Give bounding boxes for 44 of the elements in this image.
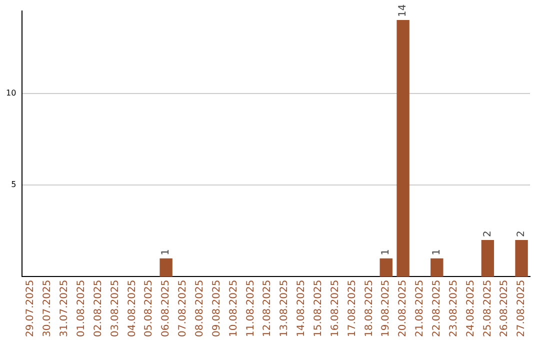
y-tick-label: 10 — [6, 88, 16, 98]
x-tick-label: 30.07.2025 — [42, 280, 54, 338]
x-tick-label: 19.08.2025 — [380, 280, 392, 338]
data-label: 14 — [398, 4, 409, 17]
bar — [160, 258, 172, 277]
x-tick-label: 29.07.2025 — [25, 280, 36, 338]
x-tick-label: 15.08.2025 — [313, 280, 324, 338]
x-tick-label: 05.08.2025 — [144, 280, 155, 338]
x-tick-label: 24.08.2025 — [465, 280, 476, 338]
x-tick-label: 31.07.2025 — [59, 280, 70, 338]
data-label: 2 — [482, 230, 494, 238]
bar — [396, 20, 410, 277]
y-tick-label: 5 — [11, 180, 16, 190]
x-tick-label: 09.08.2025 — [211, 280, 222, 338]
x-tick-label: 02.08.2025 — [92, 280, 104, 338]
bar — [481, 240, 494, 277]
x-tick-label: 16.08.2025 — [330, 280, 341, 338]
x-tick-label: 08.08.2025 — [194, 280, 206, 338]
x-tick-label: 18.08.2025 — [364, 280, 375, 338]
x-tick-label: 03.08.2025 — [110, 280, 121, 338]
x-tick-label: 13.08.2025 — [279, 280, 290, 338]
bar — [380, 258, 392, 277]
data-label: 1 — [160, 249, 172, 256]
x-tick-label: 12.08.2025 — [262, 280, 274, 338]
x-tick-label: 26.08.2025 — [499, 280, 510, 338]
x-tick-label: 22.08.2025 — [431, 280, 442, 338]
x-tick-label: 25.08.2025 — [482, 280, 494, 338]
x-tick-label: 20.08.2025 — [398, 280, 409, 338]
x-tick-label: 06.08.2025 — [160, 280, 172, 338]
data-label: 2 — [516, 230, 528, 238]
x-tick-label: 17.08.2025 — [346, 280, 358, 338]
x-tick-label: 21.08.2025 — [414, 280, 426, 338]
x-tick-label: 14.08.2025 — [296, 280, 308, 338]
x-tick-label: 10.08.2025 — [228, 280, 240, 338]
x-tick-label: 11.08.2025 — [245, 280, 256, 338]
bar — [515, 240, 528, 277]
data-label: 1 — [431, 249, 442, 256]
data-label: 1 — [380, 249, 392, 256]
x-tick-label: 07.08.2025 — [178, 280, 189, 338]
x-tick-label: 23.08.2025 — [448, 280, 460, 338]
bar — [430, 258, 444, 277]
x-tick-label: 04.08.2025 — [126, 280, 138, 338]
x-tick-label: 27.08.2025 — [516, 280, 528, 338]
x-tick-label: 01.08.2025 — [76, 280, 88, 338]
